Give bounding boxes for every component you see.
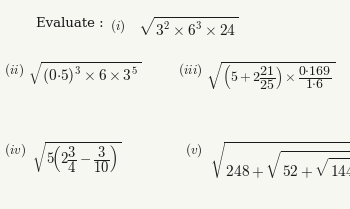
Text: $\sqrt{\left(5+2\dfrac{21}{25}\right)\times\dfrac{0{\cdot}169}{1{\cdot}6}}$: $\sqrt{\left(5+2\dfrac{21}{25}\right)\ti…	[206, 60, 335, 92]
Text: Evaluate :: Evaluate :	[36, 17, 108, 30]
Text: $\sqrt{248+\sqrt{52+\sqrt{144}}}$: $\sqrt{248+\sqrt{52+\sqrt{144}}}$	[210, 140, 350, 181]
Text: $\sqrt{3^2 \times 6^3 \times 24}$: $\sqrt{3^2 \times 6^3 \times 24}$	[138, 16, 238, 39]
Text: $\mathit{(v)}$: $\mathit{(v)}$	[185, 141, 202, 159]
Text: $\mathit{(iv)}$: $\mathit{(iv)}$	[4, 141, 26, 159]
Text: $\mathit{(iii)}$: $\mathit{(iii)}$	[178, 61, 203, 79]
Text: $\mathit{(i)}$: $\mathit{(i)}$	[110, 17, 126, 35]
Text: $\mathit{(ii)}$: $\mathit{(ii)}$	[4, 61, 24, 79]
Text: $\sqrt{(0{\cdot}5)^3 \times 6 \times 3^5}$: $\sqrt{(0{\cdot}5)^3 \times 6 \times 3^5…	[28, 60, 141, 87]
Text: $\sqrt{5\!\left(2\dfrac{3}{4}-\dfrac{3}{10}\right)}$: $\sqrt{5\!\left(2\dfrac{3}{4}-\dfrac{3}{…	[32, 140, 122, 175]
